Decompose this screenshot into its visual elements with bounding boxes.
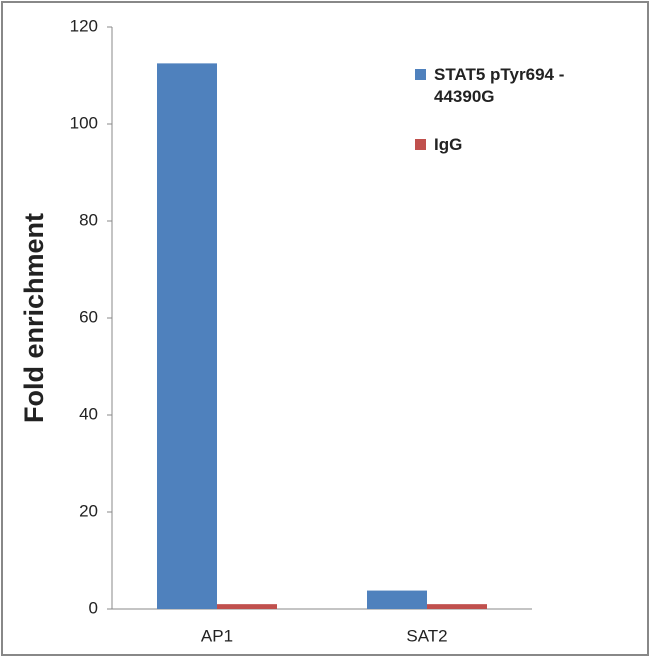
legend-label: STAT5 pTyr694 - 44390G — [434, 65, 565, 106]
y-tick-label: 100 — [70, 113, 98, 132]
y-axis-title: Fold enrichment — [19, 213, 49, 423]
x-tick-label: SAT2 — [406, 626, 447, 645]
bar — [427, 604, 487, 609]
x-tick-label: AP1 — [201, 626, 233, 645]
legend: STAT5 pTyr694 - 44390G IgG — [415, 64, 605, 182]
bar — [217, 604, 277, 609]
bar — [367, 590, 427, 609]
y-tick-label: 80 — [79, 210, 98, 229]
legend-label: IgG — [434, 135, 463, 154]
legend-swatch — [415, 139, 426, 150]
y-tick-label: 120 — [70, 16, 98, 35]
y-tick-label: 20 — [79, 501, 98, 520]
y-tick-label: 60 — [79, 307, 98, 326]
legend-item: IgG — [415, 134, 605, 156]
legend-item: STAT5 pTyr694 - 44390G — [415, 64, 605, 108]
legend-swatch — [415, 69, 426, 80]
y-tick-label: 40 — [79, 404, 98, 423]
y-tick-label: 0 — [89, 598, 98, 617]
bar — [157, 63, 217, 609]
